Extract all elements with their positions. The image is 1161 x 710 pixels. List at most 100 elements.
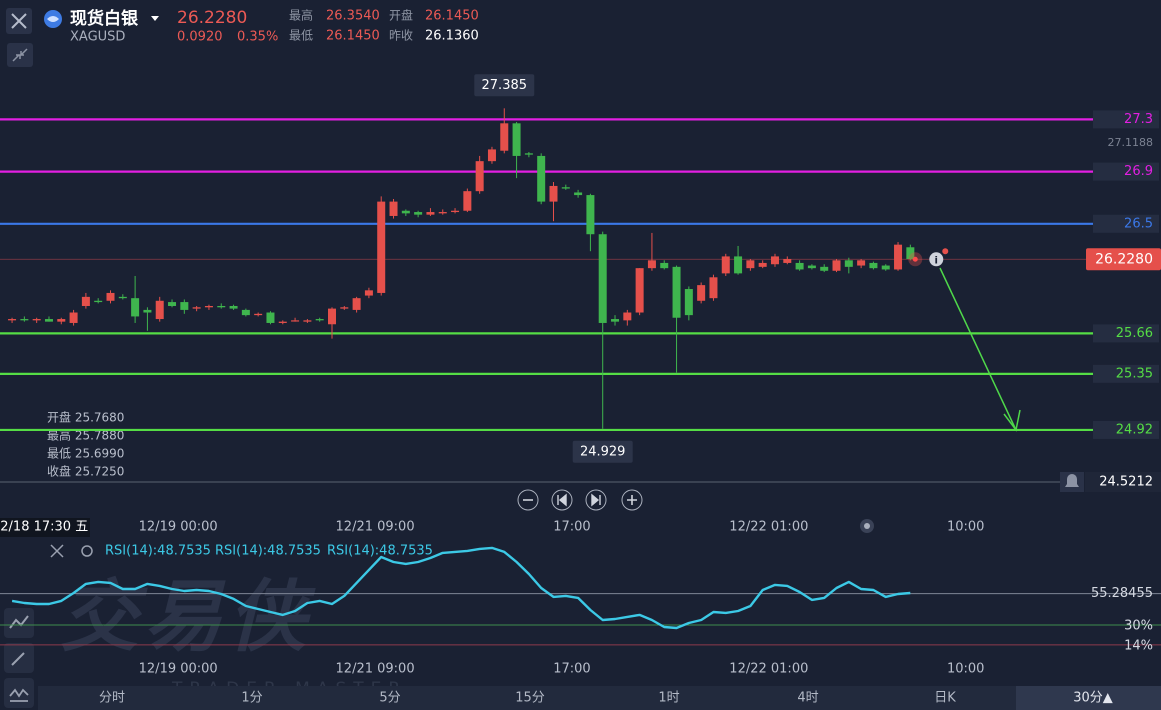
tool-icon — [9, 615, 29, 629]
tab[interactable]: 1分 — [241, 691, 262, 706]
rsi-settings-icon[interactable] — [81, 545, 93, 557]
scroll-handle-dot — [864, 523, 870, 529]
low-label-box — [572, 440, 633, 463]
tab[interactable]: 4时 — [797, 691, 818, 706]
level-label-box — [1093, 324, 1159, 343]
high-label: 27.385 — [482, 78, 528, 93]
candle-body — [561, 187, 570, 189]
price-change: 0.0920 — [177, 30, 223, 45]
tool-icon — [9, 688, 29, 702]
candle-body — [807, 265, 816, 269]
candle-body — [647, 260, 656, 269]
candle-body — [118, 296, 127, 299]
dropdown-caret[interactable] — [151, 16, 159, 21]
tab[interactable]: 15分 — [515, 691, 545, 706]
crosshair-box — [0, 518, 90, 537]
stat-label: 昨收 — [389, 29, 413, 43]
candle-body — [192, 307, 201, 309]
x-tick-label: 12/22 01:00 — [729, 520, 808, 535]
candle-body — [783, 259, 792, 263]
next-icon — [591, 493, 601, 507]
candle-body — [820, 266, 829, 271]
candle-body — [155, 300, 164, 320]
candle-body — [758, 262, 767, 267]
tab[interactable]: 5分 — [379, 691, 400, 706]
candle-body — [537, 155, 546, 202]
symbol-icon-mark — [47, 16, 59, 22]
candle-body — [143, 309, 152, 313]
low-label: 24.929 — [580, 444, 626, 459]
y-tick-label: 30% — [1124, 618, 1153, 633]
candle-body — [598, 234, 607, 323]
x-tick-label: 17:00 — [553, 662, 590, 677]
symbol-name[interactable]: 现货白银 — [70, 8, 139, 29]
info-button — [929, 252, 944, 267]
candle-body — [475, 161, 484, 192]
candle-body — [377, 201, 386, 293]
candle-body — [69, 312, 78, 323]
level-label: 25.35 — [1116, 366, 1153, 381]
candle-body — [697, 285, 706, 301]
candle-body — [340, 307, 349, 309]
level-label: 26.5 — [1124, 216, 1153, 231]
close-icon — [11, 13, 27, 29]
last-price-box — [1086, 248, 1161, 271]
level-label-box — [1093, 162, 1159, 181]
candle-body — [414, 212, 423, 215]
candle-body — [315, 319, 324, 321]
candle-body — [106, 292, 115, 301]
x-tick-label: 12/21 09:00 — [336, 662, 415, 677]
stat-value: 26.3540 — [326, 9, 380, 24]
level-label-box — [1093, 364, 1159, 383]
tab[interactable]: 分时 — [99, 691, 125, 706]
tab[interactable]: 1时 — [658, 691, 679, 706]
candle-body — [487, 149, 496, 162]
tab[interactable]: 日K — [934, 691, 956, 706]
candle-body — [438, 212, 447, 214]
zoom-in-button[interactable] — [621, 489, 643, 511]
stat-value: 26.1450 — [425, 9, 479, 24]
candle-body — [586, 195, 595, 235]
stat-value: 26.1450 — [326, 29, 380, 44]
tool-button[interactable] — [4, 678, 34, 708]
last-price-label: 26.2280 — [1095, 251, 1153, 267]
stat-value: 26.1360 — [425, 29, 479, 44]
candle-body — [303, 320, 312, 322]
candle-body — [451, 210, 460, 213]
zoom-out-button[interactable] — [517, 489, 539, 511]
tab-bar — [38, 686, 1161, 710]
candle-body — [524, 153, 533, 155]
candle-body — [734, 256, 743, 274]
tool-icon — [11, 652, 25, 666]
level-label: 25.66 — [1116, 326, 1153, 341]
prev-button[interactable] — [551, 489, 573, 511]
rsi-line — [11, 546, 911, 630]
x-tick-label: 12/19 00:00 — [139, 520, 218, 535]
collapse-icon — [12, 48, 28, 62]
candle-body — [635, 268, 644, 313]
candle-body — [32, 319, 41, 321]
legend-entry: RSI(14):48.7535 — [327, 544, 433, 559]
watermark-title: 交易侠 — [60, 572, 316, 662]
level-label: 27.3 — [1124, 112, 1153, 127]
candle-body — [746, 260, 755, 269]
left-toolbar — [4, 608, 34, 708]
candle-body — [204, 305, 213, 308]
candle-body — [463, 191, 472, 211]
candle-body — [389, 201, 398, 216]
next-button[interactable] — [585, 489, 607, 511]
y-tick-label: 27.1188 — [1108, 136, 1154, 149]
prev-icon — [557, 493, 567, 507]
ohlc-text: 开盘 25.7680 — [47, 410, 124, 425]
ohlc-text: 最低 25.6990 — [47, 447, 124, 461]
candle-body — [364, 290, 373, 296]
candle-body — [291, 320, 300, 322]
ohlc-text: 收盘 25.7250 — [47, 464, 124, 479]
tab[interactable]: 30分▲ — [1073, 691, 1113, 706]
crosshair-label: 12/18 17:30 五 — [0, 520, 88, 535]
legend-entry: RSI(14):48.7535 — [215, 544, 321, 559]
candle-body — [611, 319, 620, 322]
rsi-close-icon[interactable] — [50, 544, 64, 558]
